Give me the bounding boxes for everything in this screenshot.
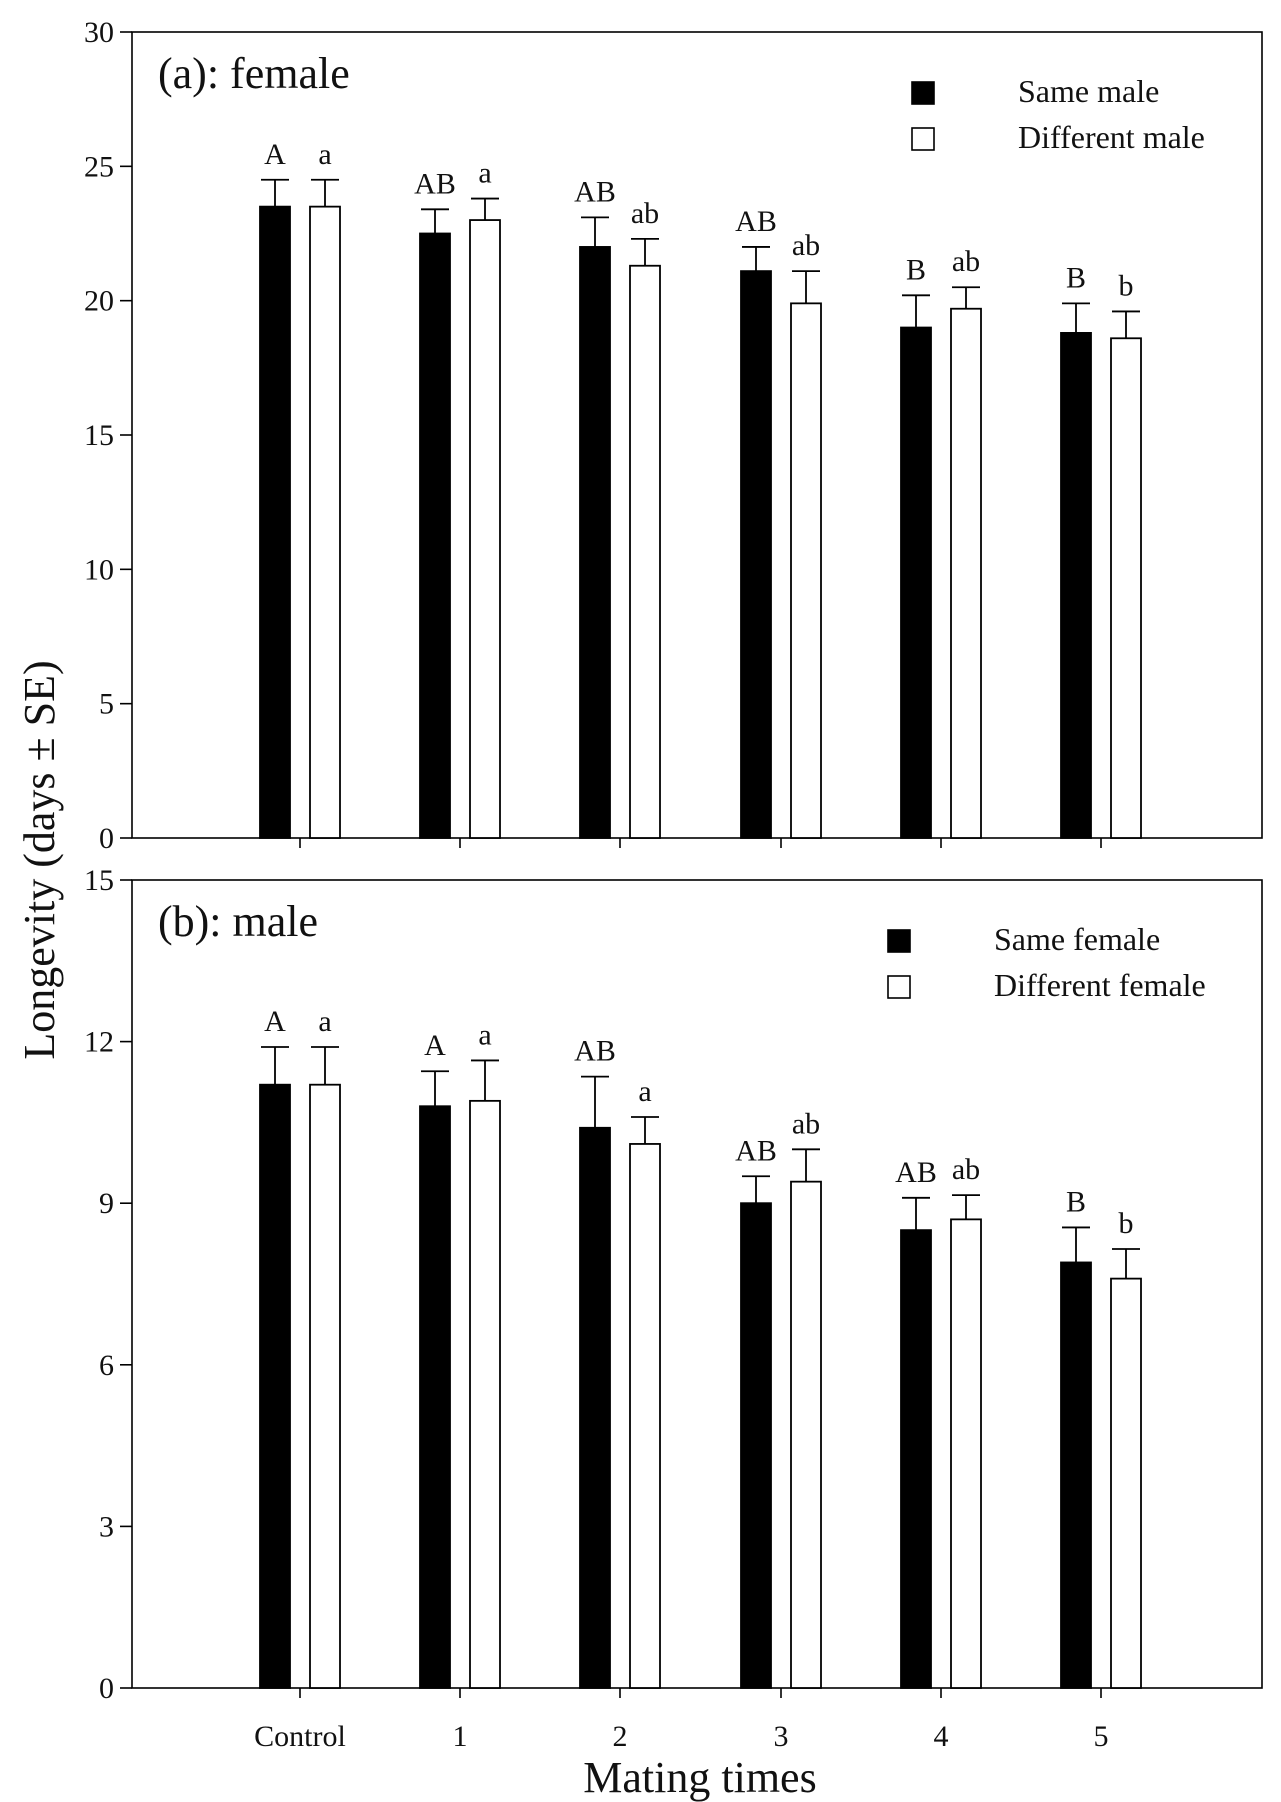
bar-a-s1-c4 [950,307,982,839]
plot-frame-b [131,879,1263,1689]
y-tick-label-a-4: 20 [84,285,114,318]
bar-a-s0-c5 [1060,332,1092,839]
y-tick-label-a-1: 5 [99,688,114,721]
y-tick-label-b-5: 15 [84,864,114,897]
significance-letter-b-s1-c1: a [478,1018,491,1051]
bar-a-s0-c0 [259,205,291,839]
y-tick-label-a-2: 10 [84,553,114,586]
significance-letter-a-s0-c3: AB [735,205,777,238]
bar-b-s1-c2 [629,1143,661,1689]
bar-b-s1-c1 [469,1099,501,1689]
significance-letter-a-s1-c3: ab [792,229,820,262]
significance-letter-b-s1-c5: b [1119,1207,1134,1240]
y-axis-title: Longevity (days ± SE) [15,660,64,1059]
significance-letter-b-s1-c2: a [638,1075,651,1108]
significance-letter-a-s0-c1: AB [414,167,456,200]
y-tick-label-b-1: 3 [99,1510,114,1543]
y-tick-label-b-3: 9 [99,1187,114,1220]
significance-letter-b-s0-c0: A [264,1005,286,1038]
significance-letter-b-s0-c2: AB [574,1035,616,1068]
y-tick-label-a-0: 0 [99,822,114,855]
legend-label-a-0: Same male [1018,73,1159,109]
x-tick-label-5: 5 [1094,1720,1109,1753]
significance-letter-b-s1-c3: ab [792,1107,820,1140]
bar-b-s1-c3 [790,1180,822,1689]
bar-b-s0-c4 [900,1229,932,1689]
bar-a-s0-c1 [419,232,451,839]
significance-letter-b-s1-c0: a [318,1005,331,1038]
significance-letter-b-s0-c1: A [424,1029,446,1062]
significance-letter-b-s0-c5: B [1066,1185,1086,1218]
significance-letter-a-s0-c4: B [906,253,926,286]
bar-b-s0-c0 [259,1083,291,1689]
x-tick-label-3: 3 [774,1720,789,1753]
significance-letter-b-s0-c3: AB [735,1134,777,1167]
legend-label-b-0: Same female [994,921,1160,957]
x-axis-title: Mating times [583,1753,816,1802]
y-tick-label-a-5: 25 [84,150,114,183]
significance-letter-a-s1-c1: a [478,157,491,190]
bar-a-s0-c4 [900,326,932,839]
legend-label-a-1: Different male [1018,119,1205,155]
bar-a-s1-c3 [790,302,822,839]
bar-b-s1-c0 [309,1083,341,1689]
legend-label-b-1: Different female [994,967,1206,1003]
y-tick-label-b-2: 6 [99,1349,114,1382]
bar-b-s1-c5 [1110,1277,1142,1689]
legend-swatch-b-1 [887,975,911,999]
significance-letter-a-s0-c5: B [1066,261,1086,294]
panel-title-a: (a): female [158,49,350,98]
x-tick-label-4: 4 [934,1720,949,1753]
legend-swatch-a-0 [911,81,935,105]
significance-letter-a-s1-c2: ab [631,197,659,230]
legend-swatch-a-1 [911,127,935,151]
y-tick-label-b-0: 0 [99,1672,114,1705]
y-tick-label-b-4: 12 [84,1026,114,1059]
bar-b-s1-c4 [950,1218,982,1689]
significance-letter-a-s1-c5: b [1119,269,1134,302]
legend-swatch-b-0 [887,929,911,953]
significance-letter-b-s1-c4: ab [952,1153,980,1186]
bar-a-s1-c0 [309,205,341,839]
panel-a-female: 0 5 10 15 20 25 30 (a): female A AB AB AB B Ba a ab ab ab… [84,16,1263,855]
bar-a-s1-c1 [469,219,501,839]
significance-letter-b-s0-c4: AB [895,1156,937,1189]
bar-b-s0-c1 [419,1105,451,1689]
x-tick-label-1: 1 [453,1720,468,1753]
bar-a-s1-c2 [629,264,661,839]
bar-b-s0-c3 [740,1202,772,1689]
bar-b-s0-c2 [579,1126,611,1689]
significance-letter-a-s1-c4: ab [952,245,980,278]
significance-letter-a-s0-c2: AB [574,175,616,208]
x-tick-label-0: Control [254,1720,346,1753]
bar-b-s0-c5 [1060,1261,1092,1689]
bar-a-s1-c5 [1110,337,1142,839]
panel-title-b: (b): male [158,897,318,946]
y-tick-label-a-6: 30 [84,16,114,49]
y-tick-label-a-3: 15 [84,419,114,452]
significance-letter-a-s1-c0: a [318,138,331,171]
significance-letter-a-s0-c0: A [264,138,286,171]
bar-a-s0-c3 [740,270,772,839]
bar-a-s0-c2 [579,246,611,839]
x-tick-label-2: 2 [613,1720,628,1753]
